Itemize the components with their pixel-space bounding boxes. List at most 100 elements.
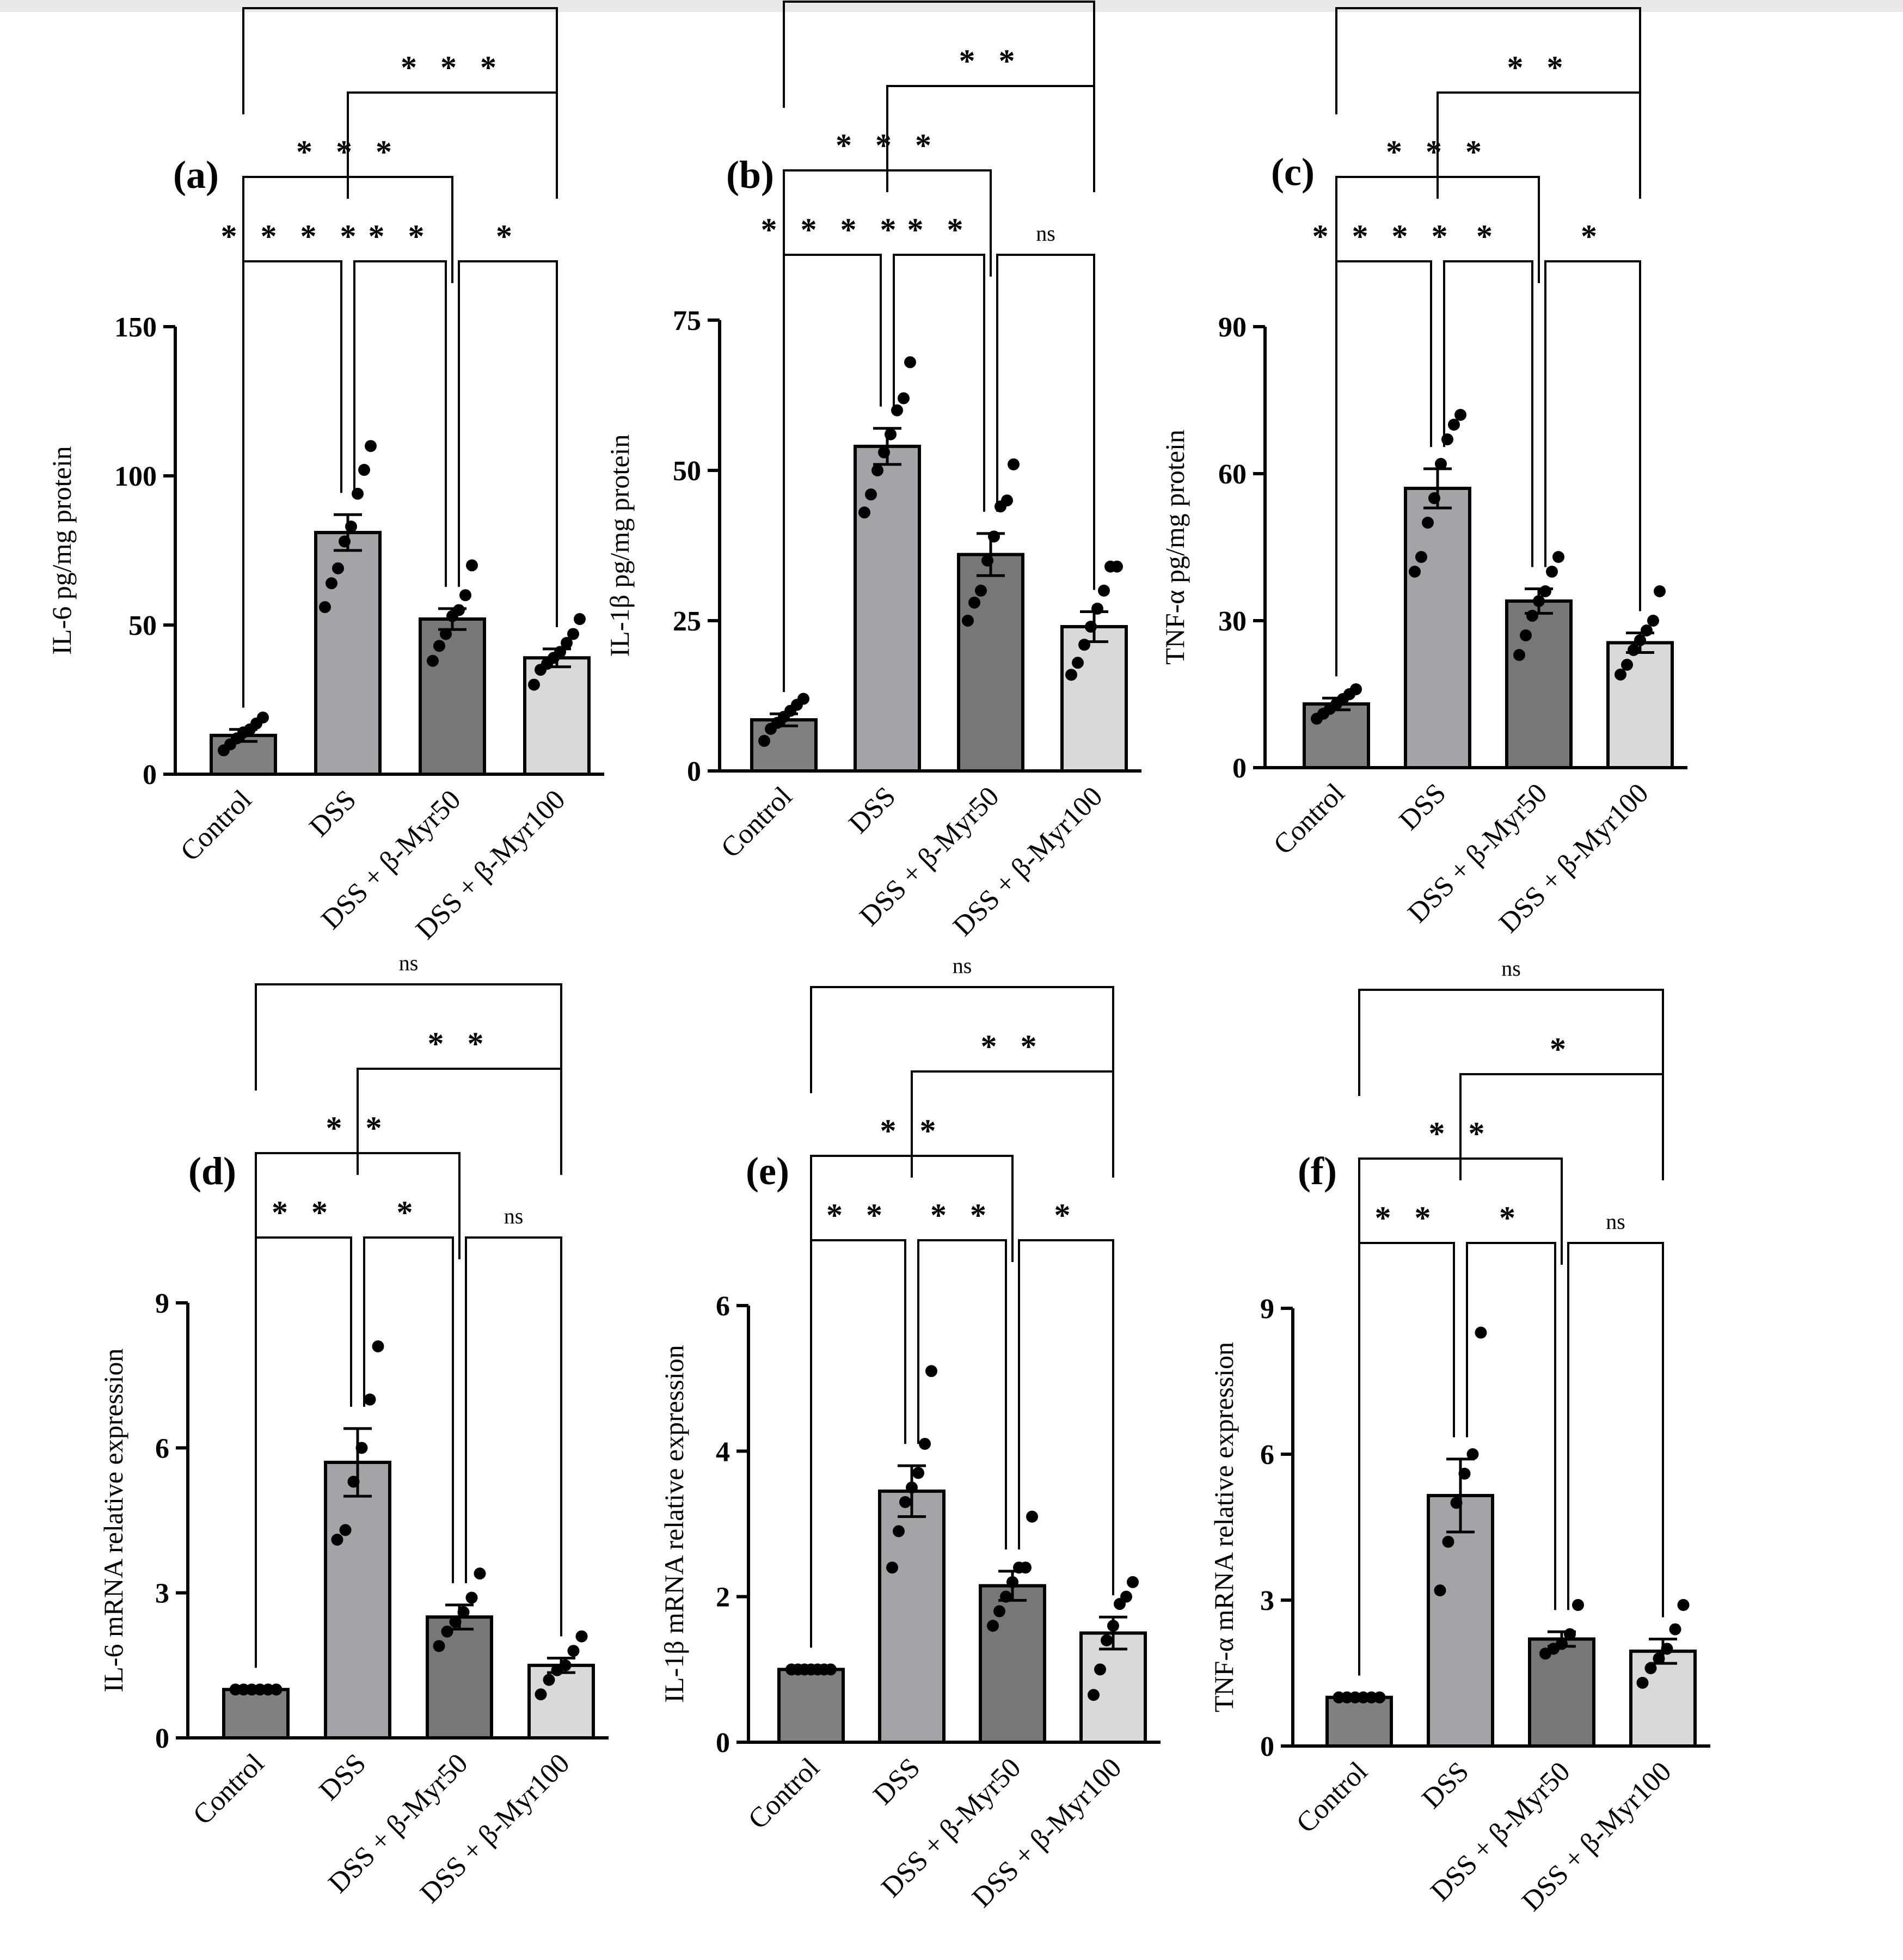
significance-bracket xyxy=(1335,260,1432,677)
data-point xyxy=(1072,657,1084,669)
data-point xyxy=(1450,1497,1463,1509)
data-point xyxy=(528,678,540,691)
significance-label: * xyxy=(397,1195,421,1230)
y-axis-label: TNF-α pg/mg protein xyxy=(1159,430,1190,665)
significance-label: * * xyxy=(1429,1116,1493,1152)
y-axis-label: IL-6 mRNA relative expression xyxy=(98,1349,128,1693)
data-point xyxy=(1513,649,1525,661)
significance-label: * * * * xyxy=(1312,218,1456,254)
data-point xyxy=(1621,659,1633,671)
x-tick-label: DSS xyxy=(868,1752,926,1811)
data-point xyxy=(1636,1676,1649,1689)
significance-bracket xyxy=(1466,1242,1556,1610)
x-tick-label: Control xyxy=(175,784,258,867)
data-point xyxy=(878,446,890,458)
significance-label: * * xyxy=(1375,1200,1439,1236)
y-tick-label: 0 xyxy=(143,759,157,791)
data-point xyxy=(554,646,566,658)
significance-label: * * xyxy=(326,1110,390,1146)
data-point xyxy=(1098,584,1110,597)
data-point xyxy=(1026,1510,1038,1523)
significance-bracket xyxy=(1567,1242,1664,1618)
data-point xyxy=(1526,610,1538,622)
significance-label: * * xyxy=(369,218,432,254)
data-point xyxy=(339,535,351,548)
significance-bracket xyxy=(347,91,558,199)
data-point xyxy=(440,628,452,640)
x-tick-label: DSS xyxy=(314,1748,372,1806)
data-point xyxy=(797,693,809,705)
bar xyxy=(1325,1695,1393,1748)
bar xyxy=(314,531,382,776)
y-tick-label: 0 xyxy=(716,1728,730,1759)
significance-label: * * xyxy=(907,212,971,248)
bar xyxy=(324,1460,391,1739)
data-point xyxy=(1085,621,1097,633)
data-point xyxy=(347,1475,360,1488)
data-point xyxy=(449,1615,462,1628)
y-tick-label: 9 xyxy=(1260,1294,1274,1325)
panel-label: (f) xyxy=(1298,1149,1337,1193)
y-tick-label: 50 xyxy=(128,610,157,641)
data-point xyxy=(457,1606,470,1619)
data-point xyxy=(1435,458,1447,470)
data-point xyxy=(1127,1576,1139,1588)
data-point xyxy=(1350,683,1362,695)
significance-bracket xyxy=(1459,1073,1664,1180)
data-point xyxy=(1458,1467,1471,1480)
bar xyxy=(957,553,1024,773)
data-point xyxy=(1006,1576,1018,1588)
data-point xyxy=(1466,1448,1479,1460)
significance-bracket xyxy=(1437,91,1641,199)
significance-label: ns xyxy=(1501,956,1521,981)
data-point xyxy=(893,1525,905,1538)
x-tick-label: DSS xyxy=(1394,777,1452,836)
data-point xyxy=(459,589,471,602)
data-point xyxy=(339,1524,352,1536)
significance-label: * * * xyxy=(348,0,452,1)
significance-label: * * * xyxy=(401,50,504,85)
data-point xyxy=(345,520,357,533)
data-point xyxy=(858,506,870,519)
y-tick-label: 25 xyxy=(673,606,701,637)
significance-label: ns xyxy=(1036,221,1055,246)
y-tick-label: 4 xyxy=(716,1436,730,1467)
data-point xyxy=(358,464,370,476)
significance-label: * * xyxy=(880,1113,944,1149)
data-point xyxy=(466,559,478,572)
significance-label: * * xyxy=(959,43,1023,79)
y-tick-label: 0 xyxy=(1232,753,1247,784)
significance-label: * * * * xyxy=(221,218,364,254)
y-tick-label: 30 xyxy=(1218,606,1247,637)
data-point xyxy=(441,1625,453,1638)
data-point xyxy=(257,711,269,724)
y-axis-label: TNF-α mRNA relative expression xyxy=(1208,1342,1239,1712)
panel-label: (c) xyxy=(1271,150,1315,194)
significance-label: ns xyxy=(399,951,419,975)
data-point xyxy=(355,1442,368,1454)
data-point xyxy=(891,404,903,416)
bar xyxy=(527,1663,595,1739)
bar xyxy=(1528,1637,1595,1748)
data-point xyxy=(1373,1691,1386,1704)
data-point xyxy=(1020,1561,1032,1574)
data-point xyxy=(975,584,987,597)
data-point xyxy=(1107,1620,1119,1632)
data-point xyxy=(1001,494,1013,507)
y-axis-label: IL-1β mRNA relative expression xyxy=(659,1345,689,1702)
bar xyxy=(979,1584,1046,1744)
panel-label: (d) xyxy=(188,1149,236,1193)
data-point xyxy=(906,1481,918,1494)
data-point xyxy=(1533,595,1545,607)
significance-bracket xyxy=(357,1068,562,1175)
data-point xyxy=(364,1393,376,1406)
significance-bracket xyxy=(1544,260,1641,611)
significance-bracket xyxy=(893,254,985,512)
significance-bracket xyxy=(363,1236,454,1583)
significance-bracket xyxy=(458,260,558,627)
y-tick-label: 6 xyxy=(716,1291,730,1322)
bar xyxy=(1079,1631,1147,1744)
